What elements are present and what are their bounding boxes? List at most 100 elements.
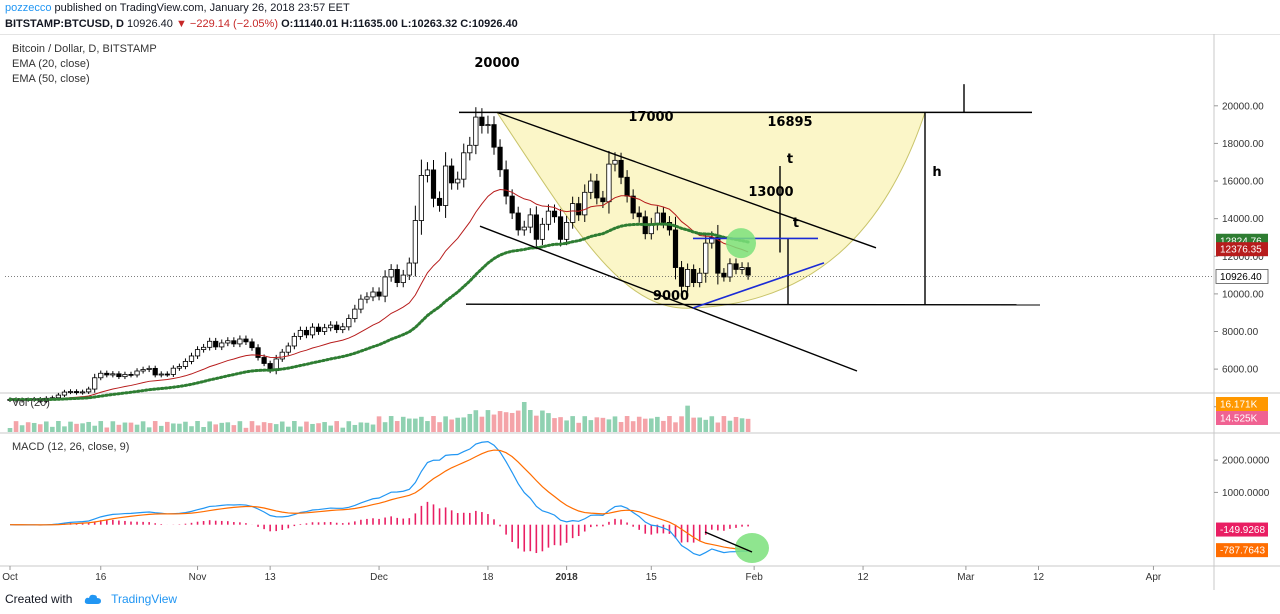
volume-bar <box>316 423 321 432</box>
annotation-label: h <box>932 165 941 180</box>
candle-body <box>285 345 291 353</box>
volume-bar <box>201 427 206 432</box>
volume-bar <box>273 424 279 432</box>
candle-body <box>207 340 213 348</box>
candle-body <box>521 226 527 231</box>
volume-bar <box>745 418 751 432</box>
bottom-horizontal-line <box>465 303 1041 306</box>
author-link[interactable]: pozzecco <box>5 2 52 14</box>
volume-bar <box>709 416 715 432</box>
candle-body <box>515 212 521 231</box>
volume-bar <box>691 417 696 432</box>
signal-line <box>9 449 749 551</box>
candle-body <box>358 298 364 310</box>
candle-body <box>473 116 479 146</box>
date-tick-label: Oct <box>2 572 18 583</box>
candle-body <box>654 212 660 225</box>
cup-pattern-fill <box>497 112 925 309</box>
price-tick-label: 18000.00 <box>1222 139 1264 150</box>
macd-tick-label: 2000.0000 <box>1222 456 1270 467</box>
published-text: published on TradingView.com, January 26… <box>54 2 350 14</box>
candle-body <box>146 367 152 370</box>
candle-body <box>491 124 497 148</box>
candle-body <box>291 335 297 347</box>
volume-badge <box>1216 397 1268 411</box>
volume-bar <box>473 410 479 432</box>
volume-bar <box>636 416 642 432</box>
volume-bar <box>588 420 594 432</box>
volume-bar <box>425 421 430 432</box>
volume-bar <box>152 421 158 432</box>
candle-body <box>231 340 237 345</box>
candle-body <box>388 269 394 278</box>
volume-bar <box>74 423 79 432</box>
price-tick-label: 12000.00 <box>1222 252 1264 263</box>
volume-bar <box>642 418 648 432</box>
macd-badge <box>1216 543 1268 558</box>
volume-bar <box>455 417 460 432</box>
candle-body <box>170 367 176 375</box>
candle-body <box>158 373 164 376</box>
volume-bar <box>304 421 309 432</box>
volume-bar <box>491 414 497 432</box>
candle-body <box>237 338 243 345</box>
volume-bar <box>189 426 194 432</box>
candle-body <box>485 124 491 127</box>
candle-body <box>745 267 751 276</box>
volume-bar <box>171 423 176 432</box>
macd-legend: MACD (12, 26, close, 9) <box>12 441 130 453</box>
date-tick-label: 12 <box>1033 572 1045 583</box>
candle-body <box>340 326 346 331</box>
date-tick-label: 13 <box>265 572 277 583</box>
candle-body <box>618 159 624 178</box>
candle-body <box>576 203 582 216</box>
price-badge-label: 10926.40 <box>1220 272 1262 283</box>
low-value: L:10263.32 <box>400 18 458 30</box>
candle-body <box>539 223 546 240</box>
annotation-label: 20000 <box>474 56 519 71</box>
volume-bar <box>485 410 491 432</box>
volume-bar <box>146 427 152 432</box>
price-tick-label: 14000.00 <box>1222 214 1264 225</box>
tradingview-chart[interactable]: 20000.00 18000.00 16000.00 14000.00 12000.00… <box>0 34 1280 590</box>
candle-body <box>412 220 418 264</box>
volume-bar <box>25 422 31 432</box>
candle-body <box>370 291 376 298</box>
candle-body <box>200 346 207 350</box>
volume-bar <box>582 416 588 432</box>
volume-bar <box>292 421 297 432</box>
volume-bar <box>727 420 733 432</box>
candle-body <box>442 165 449 206</box>
candle-body <box>703 242 709 274</box>
candle-body <box>328 324 334 329</box>
candle-body <box>527 214 533 228</box>
volume-bar <box>328 425 333 432</box>
tradingview-brand[interactable]: TradingView <box>111 592 178 606</box>
volume-bar <box>400 416 406 432</box>
volume-bar <box>600 417 606 432</box>
volume-bar <box>122 422 128 432</box>
candle-body <box>479 116 485 126</box>
volume-bar <box>564 420 569 432</box>
volume-bar <box>382 422 388 432</box>
candle-body <box>394 269 400 284</box>
candle-body <box>110 373 116 376</box>
volume-bar <box>655 416 660 432</box>
volume-bar <box>219 422 225 432</box>
volume-bar <box>207 421 212 432</box>
volume-bar <box>298 426 303 432</box>
candle-body <box>67 391 74 393</box>
candle-body <box>430 169 437 199</box>
price-tick-label: 10000.00 <box>1222 289 1264 300</box>
volume-bar <box>195 421 200 432</box>
upper-channel-line <box>496 111 877 249</box>
macd-line <box>9 441 749 557</box>
volume-bar <box>558 417 563 432</box>
date-tick-label: Feb <box>746 572 764 583</box>
volume-bar <box>606 419 612 432</box>
close-value: C:10926.40 <box>460 18 518 30</box>
candle-body <box>600 197 606 203</box>
candle-body <box>219 342 225 348</box>
volume-bars <box>7 402 751 432</box>
volume-bar <box>733 416 739 432</box>
